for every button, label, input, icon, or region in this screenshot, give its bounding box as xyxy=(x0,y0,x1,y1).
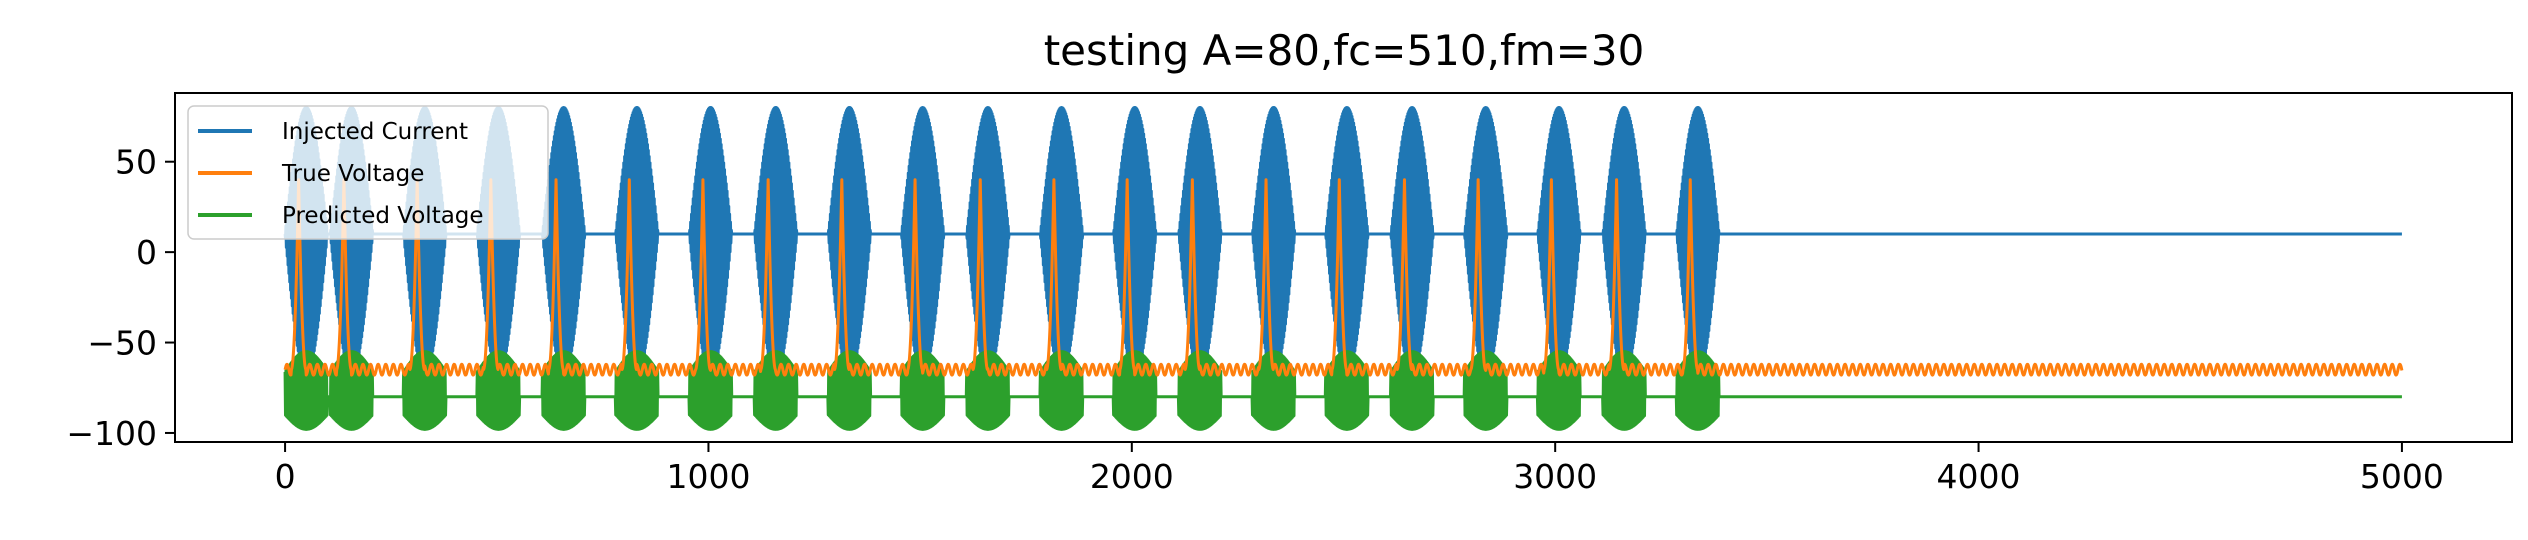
x-tick-label: 2000 xyxy=(1090,457,1174,496)
x-tick-label: 3000 xyxy=(1513,457,1597,496)
x-axis: 0 1000 2000 3000 4000 5000 xyxy=(275,442,2444,496)
legend-label: Predicted Voltage xyxy=(282,203,484,229)
x-tick-label: 0 xyxy=(275,457,296,496)
series-layer xyxy=(283,105,2404,431)
legend-label: True Voltage xyxy=(281,161,424,187)
series-injected-current xyxy=(283,105,2403,377)
y-tick-label: −50 xyxy=(87,324,157,363)
legend: Injected Current True Voltage Predicted Vo… xyxy=(187,105,549,240)
legend-box xyxy=(187,105,549,240)
y-tick-label: −100 xyxy=(66,414,157,453)
x-tick-label: 1000 xyxy=(666,457,750,496)
x-tick-label: 5000 xyxy=(2360,457,2444,496)
y-tick-label: 50 xyxy=(115,143,157,182)
chart-title: testing A=80,fc=510,fm=30 xyxy=(1044,26,1645,75)
y-tick-label: 0 xyxy=(136,233,157,272)
series-true-voltage xyxy=(283,178,2404,377)
legend-label: Injected Current xyxy=(282,119,468,145)
y-axis: 50 0 −50 −100 xyxy=(66,143,175,453)
x-tick-label: 4000 xyxy=(1937,457,2021,496)
plot-frame xyxy=(174,92,2513,443)
series-predicted-voltage xyxy=(283,350,2403,431)
